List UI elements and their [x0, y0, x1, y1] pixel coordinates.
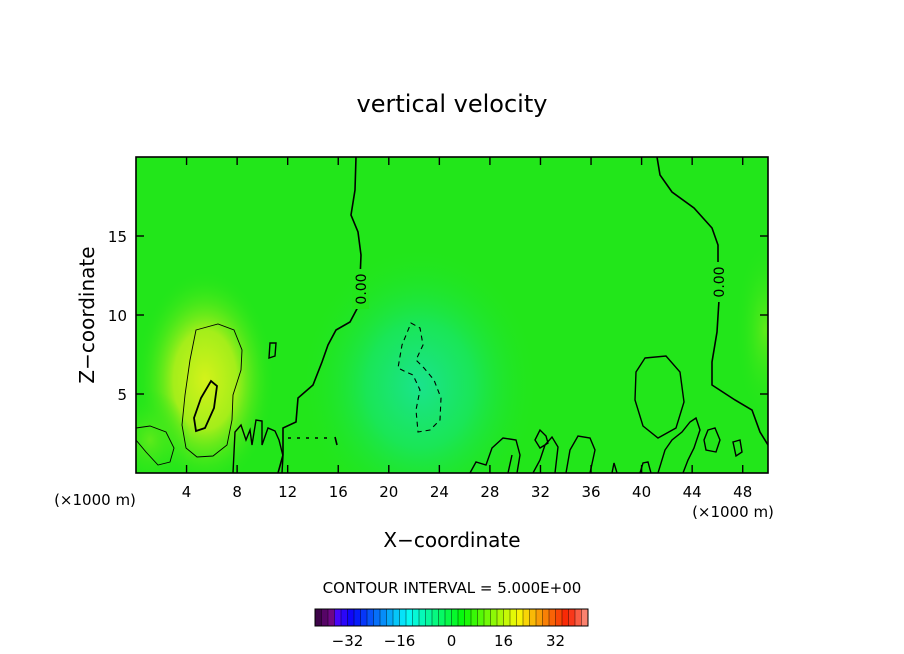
colorbar-cell: [438, 608, 446, 627]
colorbar-cell: [555, 608, 563, 627]
colorbar-cell: [568, 608, 576, 627]
y-tick-label-15: 15: [108, 228, 127, 246]
colorbar-cell: [561, 608, 570, 627]
surface-contours: [232, 416, 743, 473]
colorbar-cell: [405, 608, 414, 627]
chart-title: vertical velocity: [357, 90, 548, 118]
x-tick-label-48: 48: [733, 483, 752, 501]
colorbar-cell: [360, 608, 368, 627]
colorbar-cell: [334, 608, 342, 627]
x-unit-left: (×1000 m): [54, 491, 136, 509]
colorbar-cell: [425, 608, 433, 627]
updraft-contour-outer: [181, 323, 243, 458]
x-tick-label-8: 8: [232, 483, 242, 501]
colorbar-cell: [418, 608, 427, 627]
x-axis-ticks: 4 8 12 16 20 24 28 32 36 40 44 48: [182, 157, 752, 501]
colorbar-cell: [581, 608, 589, 627]
colorbar-cell: [392, 608, 401, 627]
x-tick-label-40: 40: [632, 483, 651, 501]
colorbar-cell: [496, 608, 505, 627]
colorbar-tick-label-1: −16: [384, 632, 416, 650]
y-tick-label-5: 5: [117, 386, 127, 404]
velocity-field: [136, 157, 768, 473]
small-contour-2: [334, 436, 338, 446]
colorbar-cell: [490, 608, 498, 627]
contour-label-right: 0.00: [712, 266, 728, 297]
colorbar-cell: [457, 608, 466, 627]
y-tick-label-10: 10: [108, 307, 127, 325]
right-cell-contour: [634, 355, 685, 439]
colorbar-cell: [548, 608, 557, 627]
colorbar-cell: [327, 608, 336, 627]
colorbar-cell: [522, 608, 531, 627]
x-tick-label-32: 32: [531, 483, 550, 501]
x-tick-label-44: 44: [683, 483, 702, 501]
colorbar-cell: [314, 608, 323, 627]
zero-contour-left: [277, 157, 362, 473]
colorbar-cell: [464, 608, 472, 627]
colorbar-cell: [470, 608, 479, 627]
downdraft-contour: [397, 322, 442, 433]
colorbar-cell: [321, 608, 329, 627]
x-tick-label-4: 4: [182, 483, 192, 501]
colorbar-cell: [516, 608, 524, 627]
colorbar-cell: [431, 608, 440, 627]
colorbar-cell: [483, 608, 492, 627]
x-unit-right: (×1000 m): [692, 503, 774, 521]
x-tick-label-20: 20: [379, 483, 398, 501]
colorbar-cell: [444, 608, 453, 627]
y-axis-ticks: 5 10 15: [108, 228, 768, 404]
x-tick-label-16: 16: [329, 483, 348, 501]
y-axis-label: Z−coordinate: [75, 246, 99, 383]
colorbar-tick-label-3: 16: [494, 632, 513, 650]
colorbar-tick-label-2: 0: [447, 632, 457, 650]
x-tick-label-28: 28: [480, 483, 499, 501]
colorbar-cell: [529, 608, 537, 627]
colorbar-tick-label-4: 32: [546, 632, 565, 650]
colorbar-cell: [574, 608, 583, 627]
colorbar-cell: [366, 608, 375, 627]
colorbar-cell: [399, 608, 407, 627]
colorbar-cell: [451, 608, 459, 627]
contour-label-group: 0.00 0.00: [352, 262, 728, 309]
colorbar-cell: [542, 608, 550, 627]
contour-interval-text: CONTOUR INTERVAL = 5.000E+00: [323, 579, 582, 597]
colorbar-tick-label-0: −32: [332, 632, 364, 650]
colorbar-cell: [340, 608, 349, 627]
small-contour-1: [268, 342, 277, 359]
contour-label-left: 0.00: [354, 273, 370, 304]
colorbar: [314, 608, 589, 627]
x-tick-label-24: 24: [430, 483, 449, 501]
updraft-contour-inner: [193, 379, 218, 433]
colorbar-cell: [373, 608, 381, 627]
right-edge-shading: [735, 240, 768, 420]
colorbar-cell: [535, 608, 544, 627]
colorbar-cell: [379, 608, 388, 627]
colorbar-cell: [503, 608, 511, 627]
colorbar-ticks: −32 −16 0 16 32: [332, 632, 565, 650]
x-tick-label-12: 12: [278, 483, 297, 501]
contour-label-bg-left: [352, 269, 369, 309]
colorbar-cell: [347, 608, 355, 627]
x-tick-label-36: 36: [581, 483, 600, 501]
colorbar-frame: [314, 608, 589, 627]
colorbar-cell: [509, 608, 518, 627]
contour-label-bg-right: [710, 262, 727, 302]
colorbar-cell: [353, 608, 362, 627]
colorbar-cell: [412, 608, 420, 627]
colorbar-cell: [477, 608, 485, 627]
x-axis-label: X−coordinate: [383, 528, 520, 552]
corner-contour: [136, 425, 175, 466]
left-edge-shading: [136, 390, 190, 473]
colorbar-cell: [386, 608, 394, 627]
